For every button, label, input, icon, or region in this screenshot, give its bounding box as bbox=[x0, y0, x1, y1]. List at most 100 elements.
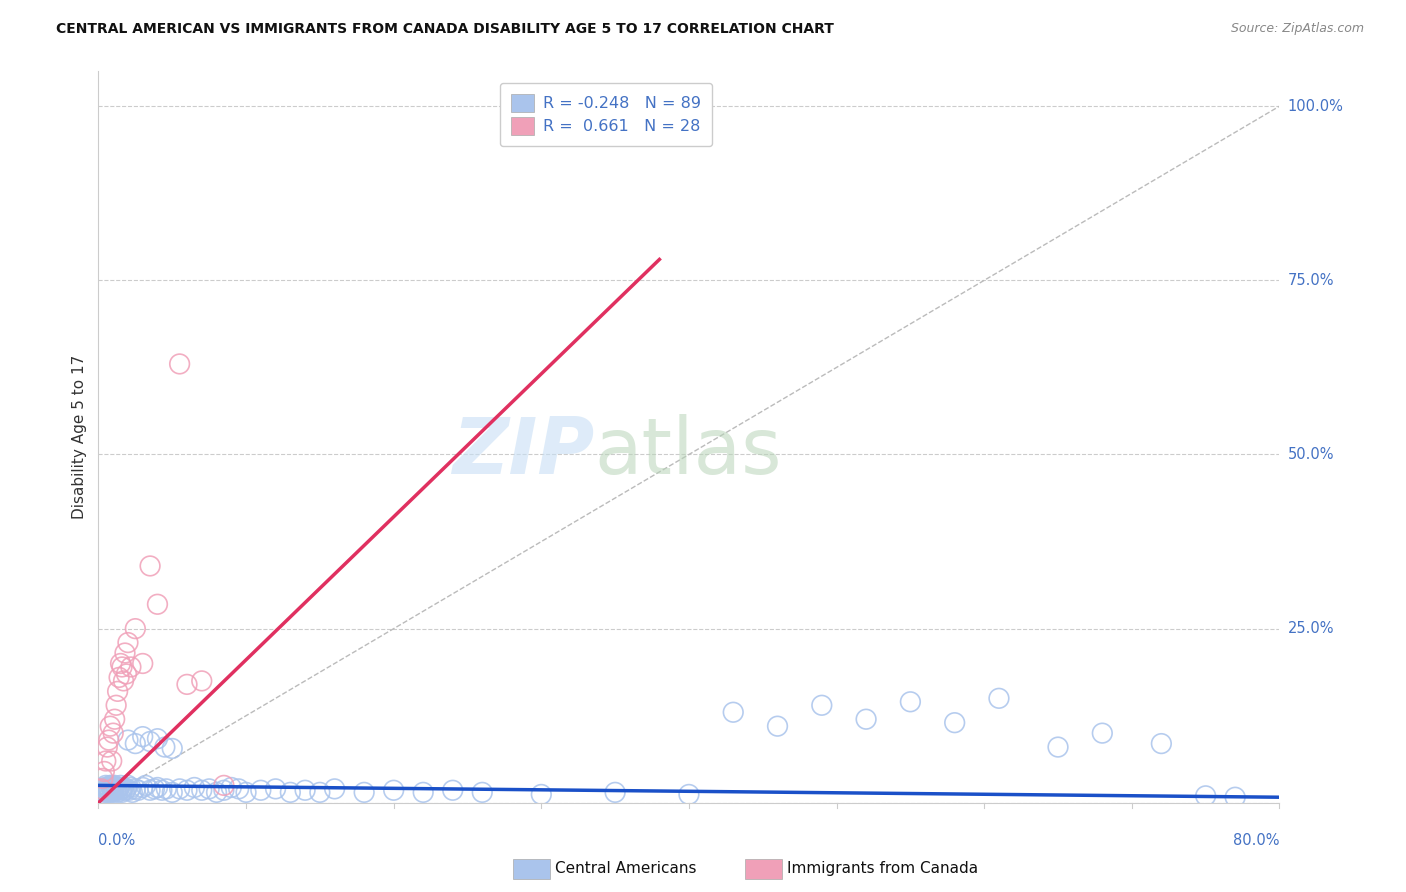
Point bbox=[104, 781, 127, 796]
Point bbox=[94, 783, 117, 797]
Point bbox=[1091, 726, 1114, 740]
Text: Central Americans: Central Americans bbox=[555, 862, 697, 876]
Point bbox=[98, 785, 121, 799]
Point bbox=[235, 785, 257, 799]
Point bbox=[93, 780, 115, 795]
Point bbox=[900, 695, 922, 709]
Text: Source: ZipAtlas.com: Source: ZipAtlas.com bbox=[1230, 22, 1364, 36]
Point bbox=[111, 781, 134, 796]
Point bbox=[212, 778, 235, 792]
Point bbox=[112, 780, 135, 795]
Text: ZIP: ZIP bbox=[453, 414, 595, 490]
Text: 25.0%: 25.0% bbox=[1288, 621, 1334, 636]
Point bbox=[176, 783, 198, 797]
Point bbox=[176, 677, 198, 691]
Point bbox=[96, 781, 118, 796]
Point bbox=[107, 781, 129, 796]
Point bbox=[97, 733, 120, 747]
Text: atlas: atlas bbox=[595, 414, 782, 490]
Text: 100.0%: 100.0% bbox=[1288, 99, 1344, 113]
Point bbox=[111, 660, 134, 674]
Point bbox=[1046, 740, 1069, 755]
Point bbox=[93, 764, 115, 779]
Point bbox=[94, 754, 117, 768]
Point bbox=[100, 754, 122, 768]
Point bbox=[103, 780, 125, 795]
Point bbox=[155, 781, 177, 796]
Point bbox=[205, 785, 228, 799]
Point bbox=[124, 622, 146, 636]
Point bbox=[114, 646, 136, 660]
Point bbox=[118, 783, 141, 797]
Point bbox=[120, 660, 142, 674]
Point bbox=[132, 657, 155, 671]
Point bbox=[100, 781, 122, 796]
Point bbox=[721, 705, 744, 719]
Point bbox=[115, 667, 138, 681]
Point bbox=[132, 730, 155, 744]
Point bbox=[382, 783, 405, 797]
Point bbox=[183, 780, 205, 795]
Text: 50.0%: 50.0% bbox=[1288, 447, 1334, 462]
Point bbox=[103, 785, 125, 799]
Point bbox=[117, 778, 139, 792]
Point bbox=[115, 781, 138, 796]
Point bbox=[94, 778, 117, 792]
Point bbox=[1150, 737, 1173, 751]
Point bbox=[228, 781, 250, 796]
Point bbox=[264, 781, 287, 796]
Point bbox=[117, 635, 139, 649]
Point bbox=[212, 783, 235, 797]
Point bbox=[162, 785, 183, 799]
Point bbox=[91, 783, 114, 797]
Point bbox=[98, 719, 121, 733]
Point bbox=[139, 734, 162, 748]
Point bbox=[441, 783, 464, 797]
Point bbox=[100, 783, 122, 797]
Point bbox=[107, 684, 129, 698]
Point bbox=[103, 726, 125, 740]
Point bbox=[169, 781, 191, 796]
Point bbox=[110, 657, 132, 671]
Point bbox=[810, 698, 832, 713]
Point bbox=[97, 783, 120, 797]
Point bbox=[90, 781, 112, 796]
Point bbox=[117, 733, 139, 747]
Point bbox=[107, 785, 129, 799]
Point bbox=[191, 783, 214, 797]
Point bbox=[114, 783, 136, 797]
Point bbox=[112, 673, 135, 688]
Point bbox=[162, 741, 183, 756]
Y-axis label: Disability Age 5 to 17: Disability Age 5 to 17 bbox=[72, 355, 87, 519]
Point bbox=[943, 715, 966, 730]
Point bbox=[471, 785, 494, 799]
Point bbox=[124, 737, 146, 751]
Point bbox=[104, 712, 127, 726]
Point bbox=[121, 785, 143, 799]
Point bbox=[309, 785, 332, 799]
Text: 80.0%: 80.0% bbox=[1233, 833, 1279, 848]
Legend: R = -0.248   N = 89, R =  0.661   N = 28: R = -0.248 N = 89, R = 0.661 N = 28 bbox=[501, 83, 713, 145]
Point bbox=[110, 783, 132, 797]
Point bbox=[104, 778, 127, 792]
Point bbox=[146, 597, 169, 611]
Point bbox=[93, 785, 115, 799]
Text: 75.0%: 75.0% bbox=[1288, 273, 1334, 288]
Point bbox=[91, 772, 114, 786]
Text: 0.0%: 0.0% bbox=[98, 833, 135, 848]
Point bbox=[191, 673, 214, 688]
Point bbox=[132, 780, 155, 795]
Point bbox=[146, 731, 169, 746]
Point bbox=[97, 780, 120, 795]
Point bbox=[124, 781, 146, 796]
Point bbox=[250, 783, 273, 797]
Point bbox=[139, 783, 162, 797]
Point bbox=[1195, 789, 1218, 803]
Point bbox=[105, 780, 128, 795]
Point bbox=[605, 785, 627, 799]
Point bbox=[103, 783, 125, 797]
Point bbox=[135, 778, 157, 792]
Point bbox=[323, 781, 346, 796]
Point bbox=[198, 781, 221, 796]
Point bbox=[139, 558, 162, 573]
